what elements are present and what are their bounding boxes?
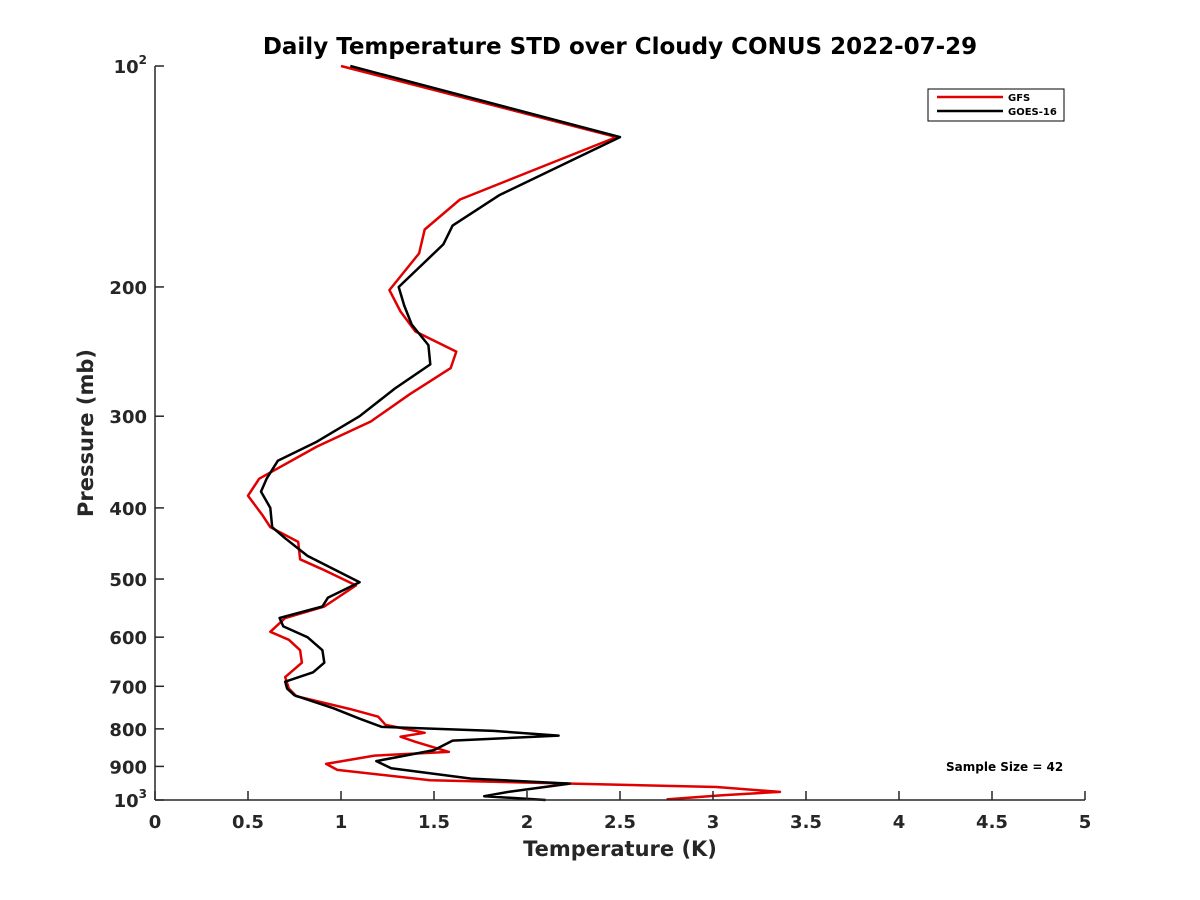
y-tick-label: 400 <box>109 499 147 520</box>
axes-layer <box>154 66 1085 801</box>
y-tick-label: 700 <box>109 677 147 698</box>
y-tick-label: 900 <box>109 757 147 778</box>
y-ticks: 102 200 300 400 500 600 700 800 900 103 <box>109 53 164 812</box>
chart-title: Daily Temperature STD over Cloudy CONUS … <box>263 34 977 60</box>
y-tick-label: 800 <box>109 720 147 741</box>
x-tick-label: 3 <box>707 812 720 833</box>
x-tick-label: 2.5 <box>604 812 636 833</box>
y-tick-label: 200 <box>109 278 147 299</box>
y-tick-label: 103 <box>114 787 147 812</box>
sample-size-annotation: Sample Size = 42 <box>946 760 1063 774</box>
x-tick-label: 1 <box>335 812 348 833</box>
legend-box <box>927 88 1065 122</box>
x-tick-label: 1.5 <box>418 812 450 833</box>
legend-label-gfs: GFS <box>1008 93 1030 104</box>
legend-label-goes16: GOES-16 <box>1008 107 1057 118</box>
x-tick-label: 5 <box>1079 812 1092 833</box>
x-tick-label: 3.5 <box>790 812 822 833</box>
series-line-goes16 <box>259 64 622 802</box>
x-ticks: 0 0.5 1 1.5 2 2.5 3 3.5 4 4.5 5 <box>149 791 1092 833</box>
y-tick-label: 300 <box>109 407 147 428</box>
legend: GFS GOES-16 <box>927 88 1065 122</box>
y-tick-label: 600 <box>109 628 147 649</box>
x-tick-label: 2 <box>521 812 534 833</box>
y-axis-label: Pressure (mb) <box>74 349 98 517</box>
x-tick-label: 0.5 <box>232 812 264 833</box>
series-line-gfs <box>246 64 782 801</box>
x-tick-label: 0 <box>149 812 162 833</box>
y-tick-label: 500 <box>109 570 147 591</box>
series-layer <box>246 64 782 802</box>
x-axis-label: Temperature (K) <box>523 837 717 861</box>
x-tick-label: 4.5 <box>976 812 1008 833</box>
x-tick-label: 4 <box>893 812 906 833</box>
y-tick-label: 102 <box>114 53 147 78</box>
